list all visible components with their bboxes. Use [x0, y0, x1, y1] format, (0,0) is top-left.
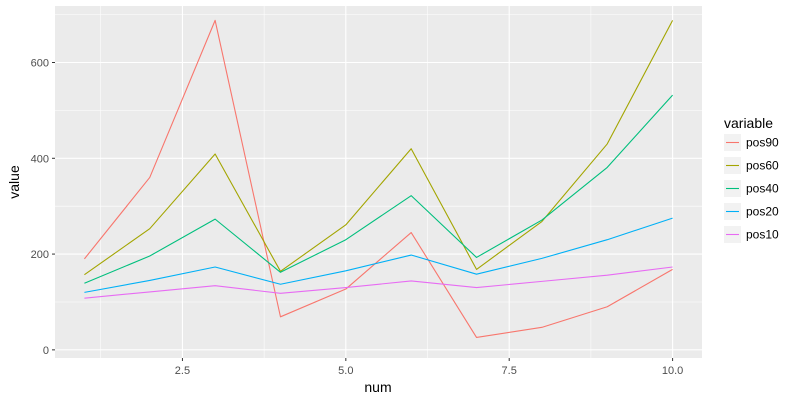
- legend-item-pos40: pos40: [724, 180, 779, 197]
- x-tick-label: 7.5: [502, 365, 517, 377]
- legend-label: pos10: [746, 228, 779, 242]
- x-tick-label: 5.0: [338, 365, 353, 377]
- x-axis-title: num: [364, 379, 391, 395]
- series-line-pos40: [84, 94, 673, 284]
- y-axis-title: value: [6, 165, 22, 199]
- series-line-pos60: [84, 20, 674, 276]
- legend-label: pos40: [746, 182, 779, 196]
- x-axis: 2.5 5.0 7.5 10.0: [175, 358, 683, 377]
- grid-minor: [55, 6, 702, 358]
- legend-label: pos20: [746, 205, 779, 219]
- legend-item-pos20: pos20: [724, 203, 779, 220]
- legend-title: variable: [724, 115, 773, 131]
- legend-label: pos60: [746, 159, 779, 173]
- y-tick-label: 200: [31, 249, 49, 261]
- series-line-pos20: [84, 217, 673, 293]
- legend-items: pos90 pos60 pos40 pos20 pos10: [724, 134, 779, 243]
- legend-item-pos90: pos90: [724, 134, 779, 151]
- plot-panel: [55, 6, 702, 358]
- grid-major: [55, 6, 702, 358]
- series-line-pos10: [84, 266, 673, 299]
- legend: variable pos90 pos60 pos40 pos20 pos10: [724, 115, 779, 243]
- x-tick-label: 2.5: [175, 365, 190, 377]
- y-tick-label: 0: [43, 345, 49, 357]
- y-tick-label: 600: [31, 58, 49, 70]
- legend-item-pos60: pos60: [724, 157, 779, 174]
- series-line-pos90: [83, 19, 673, 338]
- y-tick-label: 400: [31, 153, 49, 165]
- y-axis: 0 200 400 600: [31, 58, 55, 357]
- x-tick-label: 10.0: [662, 365, 683, 377]
- legend-item-pos10: pos10: [724, 226, 779, 243]
- series-lines: [83, 19, 674, 338]
- legend-label: pos90: [746, 136, 779, 150]
